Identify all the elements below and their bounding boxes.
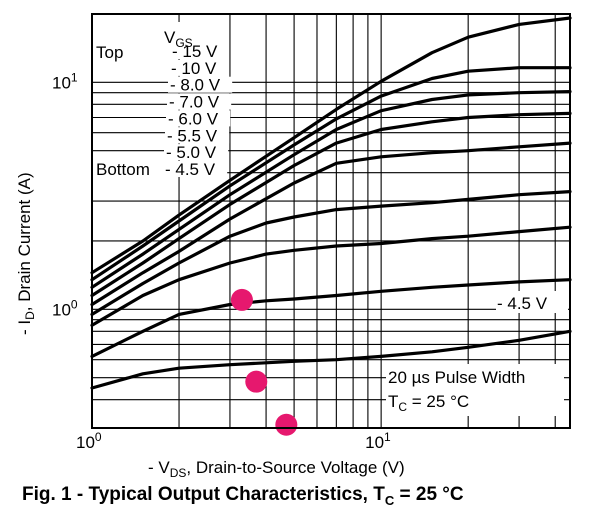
legend-entry-bg <box>169 59 225 76</box>
legend-entry-bg <box>170 43 226 59</box>
curve-label: - 4.5 V <box>497 294 548 313</box>
curve-7 <box>90 225 572 327</box>
legend-entry: - 5.5 V <box>167 126 218 145</box>
y-tick-label: 100 <box>52 297 78 319</box>
legend-entry-bg <box>168 76 233 93</box>
x-tick-label: 100 <box>76 430 102 452</box>
x-tick-label: 101 <box>365 430 391 452</box>
legend-top-bg <box>93 38 133 64</box>
x-axis-label: - VDS, Drain-to-Source Voltage (V) <box>148 458 405 480</box>
legend-bottom-bg <box>93 157 173 181</box>
note-temperature: TC = 25 °C <box>388 392 469 414</box>
legend-entry: - 15 V <box>172 42 218 61</box>
legend-entry: - 4.5 V <box>165 160 216 179</box>
output-characteristics-chart: 100 101 100 101 VGS Top Bottom - 15 V- 10 … <box>15 13 572 480</box>
legend-entries: - 15 V- 10 V- 8.0 V- 7.0 V- 6.0 V- 5.5 V… <box>165 42 221 179</box>
legend-entry: - 7.0 V <box>169 93 220 112</box>
legend-entry: - 10 V <box>171 59 217 78</box>
curve-8 <box>90 278 572 358</box>
legend-entry: - 5.0 V <box>166 143 217 162</box>
curve-3 <box>90 90 572 289</box>
x-tick-labels: 100 101 <box>76 430 391 452</box>
curve-1 <box>90 16 572 275</box>
legend-entry-bg <box>163 161 228 177</box>
marker <box>245 370 268 393</box>
curve-9 <box>90 329 572 390</box>
legend-entry-bg <box>166 110 231 127</box>
legend-entry-bg <box>167 93 232 110</box>
markers <box>230 288 298 436</box>
legend-top-label: Top <box>96 43 123 62</box>
curve-6 <box>90 190 572 316</box>
curve-2 <box>90 66 572 282</box>
plot-frame <box>91 13 571 429</box>
legend-entry-bg <box>164 144 229 161</box>
curve-4 <box>90 111 572 298</box>
legend-entry-bg <box>165 127 230 144</box>
curve-5 <box>90 141 572 307</box>
notes-bg <box>386 364 564 416</box>
y-tick-labels: 100 101 <box>52 70 78 319</box>
legend-background <box>93 22 233 181</box>
legend-entry: - 8.0 V <box>170 76 221 95</box>
figure-caption: Fig. 1 - Typical Output Characteristics,… <box>22 484 464 508</box>
curve-label-bg <box>496 291 568 313</box>
curves <box>90 16 572 390</box>
y-tick-label: 101 <box>52 70 78 92</box>
legend-entry: - 6.0 V <box>168 109 219 128</box>
marker <box>275 413 298 436</box>
y-axis-label: - ID, Drain Current (A) <box>15 172 37 335</box>
legend-title: VGS <box>164 28 193 50</box>
marker <box>230 288 253 311</box>
note-pulse-width: 20 µs Pulse Width <box>388 368 525 387</box>
legend-bottom-label: Bottom <box>96 160 150 179</box>
